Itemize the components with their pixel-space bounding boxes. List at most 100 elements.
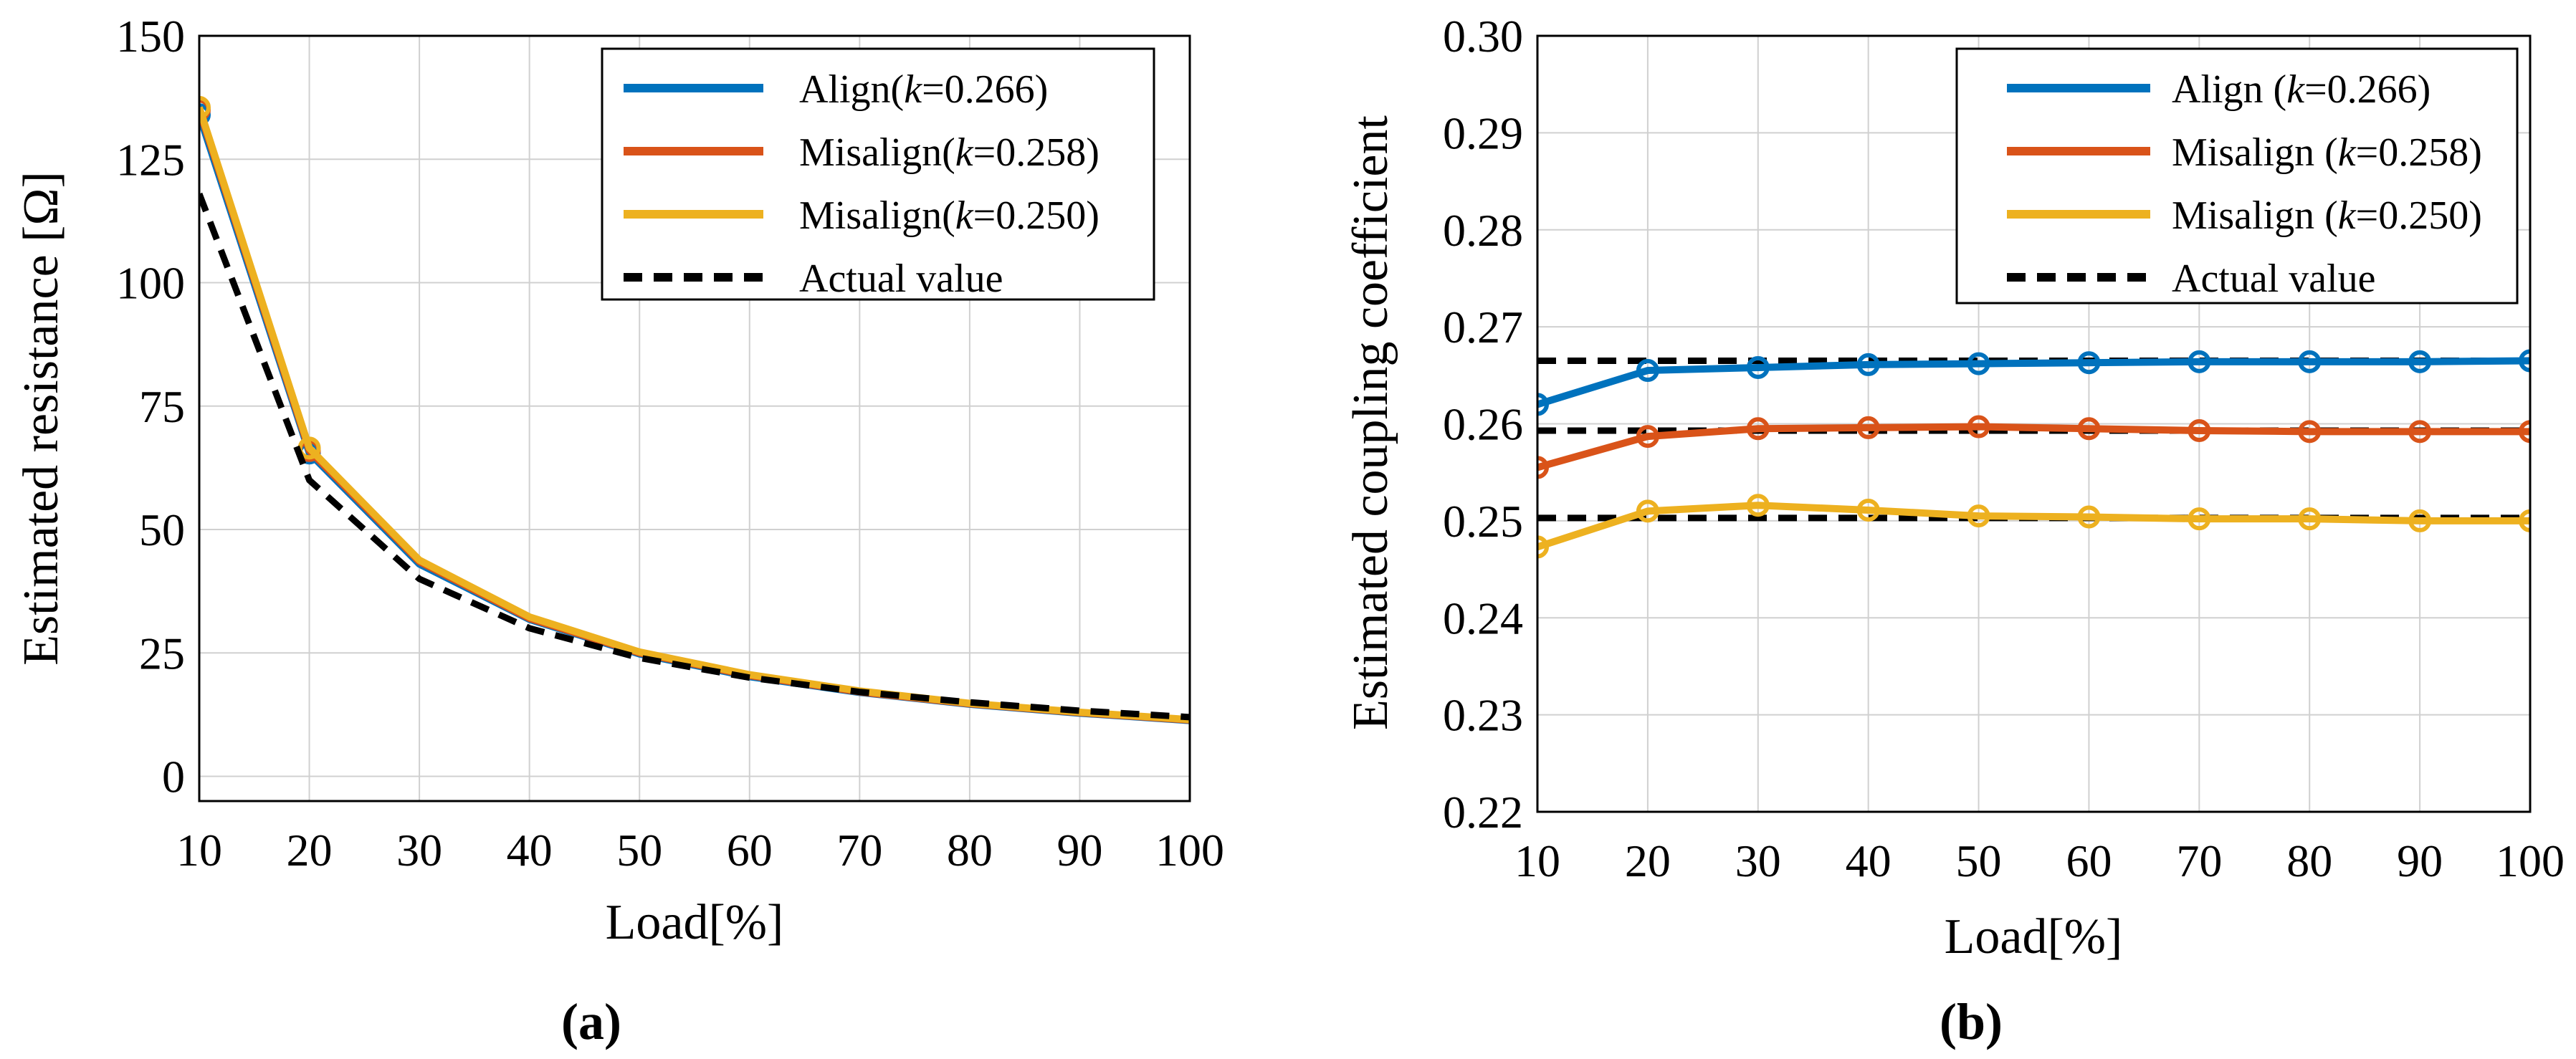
legend-label-k: k bbox=[2338, 130, 2357, 175]
x-tick-label: 60 bbox=[2066, 835, 2112, 886]
data-point-marker bbox=[199, 95, 211, 119]
y-tick-label: 0.25 bbox=[1443, 496, 1523, 547]
x-tick-label: 80 bbox=[2286, 835, 2332, 886]
data-point-marker bbox=[1856, 353, 1880, 376]
data-point-marker bbox=[1636, 425, 1659, 449]
data-point-marker bbox=[2298, 350, 2322, 373]
series-line bbox=[1537, 502, 2530, 551]
legend-label-k: k bbox=[955, 130, 974, 175]
legend-label: Actual value bbox=[2172, 257, 2376, 301]
x-tick-label: 30 bbox=[396, 825, 442, 876]
legend-label: Misalign (k=0.250) bbox=[2172, 193, 2482, 238]
x-axis-label: Load[%] bbox=[1945, 909, 2123, 964]
data-point-marker bbox=[2298, 420, 2322, 444]
legend-label-value: =0.250) bbox=[2356, 193, 2482, 238]
x-tick-label: 10 bbox=[1514, 835, 1560, 886]
legend-label-value: =0.258) bbox=[973, 130, 1099, 175]
data-point-marker bbox=[2408, 350, 2432, 373]
series-group bbox=[199, 95, 1190, 724]
legend-label-value: =0.266) bbox=[2304, 67, 2430, 112]
x-tick-label: 100 bbox=[1155, 825, 1224, 876]
x-tick-label: 90 bbox=[1056, 825, 1102, 876]
data-point-marker bbox=[1537, 456, 1549, 479]
data-point-marker bbox=[1636, 499, 1659, 523]
axes-frame bbox=[198, 34, 1191, 802]
legend-label-text: Misalign ( bbox=[2172, 130, 2338, 175]
data-point-marker bbox=[1746, 494, 1770, 517]
y-tick-label: 0.28 bbox=[1443, 205, 1523, 256]
y-axis-label: Estimated resistance [Ω] bbox=[14, 171, 69, 666]
y-tick-label: 0.26 bbox=[1443, 399, 1523, 450]
data-point-marker bbox=[1967, 352, 1990, 375]
data-point-marker bbox=[1537, 393, 1549, 416]
legend-label-k: k bbox=[2338, 193, 2357, 238]
legend-label-k: k bbox=[904, 67, 922, 112]
chart-panel-b: 10 20 30 40 50 60 70 80 90 100 0.22 0.23 0.24 0.25 0.2… bbox=[1343, 11, 2565, 964]
legend-label: Misalign (k=0.258) bbox=[2172, 130, 2482, 175]
series-line bbox=[199, 106, 1190, 724]
data-point-marker bbox=[1967, 415, 1990, 439]
y-tick-label: 0.22 bbox=[1443, 787, 1523, 838]
legend-label-text: Align ( bbox=[2172, 67, 2286, 112]
data-point-marker bbox=[2298, 507, 2322, 531]
y-tick-label: 100 bbox=[116, 258, 185, 309]
data-point-marker bbox=[1856, 416, 1880, 439]
data-point-marker bbox=[2188, 507, 2211, 531]
legend-label: Align (k=0.266) bbox=[2172, 67, 2430, 112]
y-tick-label: 25 bbox=[139, 628, 185, 679]
x-tick-label: 40 bbox=[507, 825, 553, 876]
data-point-marker bbox=[1967, 504, 1990, 528]
y-tick-label: 0.24 bbox=[1443, 593, 1523, 643]
data-point-marker bbox=[2519, 420, 2530, 444]
legend-label-text: Align( bbox=[799, 67, 904, 112]
y-tick-label: 150 bbox=[116, 11, 185, 62]
legend-label-text: Misalign( bbox=[799, 193, 955, 238]
data-point-marker bbox=[2077, 351, 2101, 375]
data-point-marker bbox=[1636, 359, 1659, 383]
axes-frame bbox=[1536, 34, 2532, 813]
data-point-marker bbox=[2188, 418, 2211, 442]
data-point-marker bbox=[2188, 350, 2211, 373]
x-tick-label: 80 bbox=[947, 825, 993, 876]
legend-label-value: =0.266) bbox=[922, 67, 1048, 112]
y-tick-label: 0 bbox=[162, 752, 185, 802]
y-tick-label: 125 bbox=[116, 134, 185, 185]
x-axis-label: Load[%] bbox=[606, 895, 784, 950]
legend-label: Misalign(k=0.258) bbox=[799, 130, 1099, 175]
x-tick-label: 50 bbox=[616, 825, 662, 876]
x-tick-label: 40 bbox=[1846, 835, 1892, 886]
legend-label-value: =0.250) bbox=[973, 193, 1099, 238]
series-group bbox=[1537, 349, 2530, 559]
series-line bbox=[1537, 423, 2530, 471]
y-tick-label: 0.27 bbox=[1443, 302, 1523, 353]
y-tick-label: 0.23 bbox=[1443, 690, 1523, 741]
x-tick-label: 70 bbox=[2176, 835, 2222, 886]
chart-panel-a: 10 20 30 40 50 60 70 80 90 100 0 25 50 75 100 125 150 Loa… bbox=[14, 11, 1224, 950]
legend-label-k: k bbox=[955, 193, 974, 238]
data-point-marker bbox=[2519, 509, 2530, 532]
y-tick-label: 0.29 bbox=[1443, 107, 1523, 158]
series-line bbox=[1537, 357, 2530, 408]
y-tick-label: 0.30 bbox=[1443, 11, 1523, 62]
legend-label-text: Actual value bbox=[799, 257, 1003, 301]
legend-label-text: Actual value bbox=[2172, 257, 2376, 301]
data-point-marker bbox=[1537, 535, 1549, 559]
x-tick-label: 50 bbox=[1956, 835, 2002, 886]
data-point-marker bbox=[2408, 420, 2432, 444]
data-point-marker bbox=[1746, 417, 1770, 441]
x-tick-label: 10 bbox=[176, 825, 222, 876]
data-point-marker bbox=[2077, 505, 2101, 529]
panel-b-caption: (b) bbox=[1940, 993, 2003, 1050]
x-tick-label: 30 bbox=[1735, 835, 1781, 886]
y-tick-label: 75 bbox=[139, 381, 185, 432]
data-point-marker bbox=[1746, 355, 1770, 379]
x-tick-label: 20 bbox=[1625, 835, 1671, 886]
x-tick-label: 70 bbox=[836, 825, 882, 876]
data-point-marker bbox=[2519, 349, 2530, 373]
data-point-marker bbox=[1856, 498, 1880, 522]
legend-label-text: Misalign ( bbox=[2172, 193, 2338, 238]
y-axis-label: Estimated coupling coefficient bbox=[1343, 115, 1398, 730]
legend-label: Actual value bbox=[799, 257, 1003, 301]
data-point-marker bbox=[2408, 509, 2432, 532]
